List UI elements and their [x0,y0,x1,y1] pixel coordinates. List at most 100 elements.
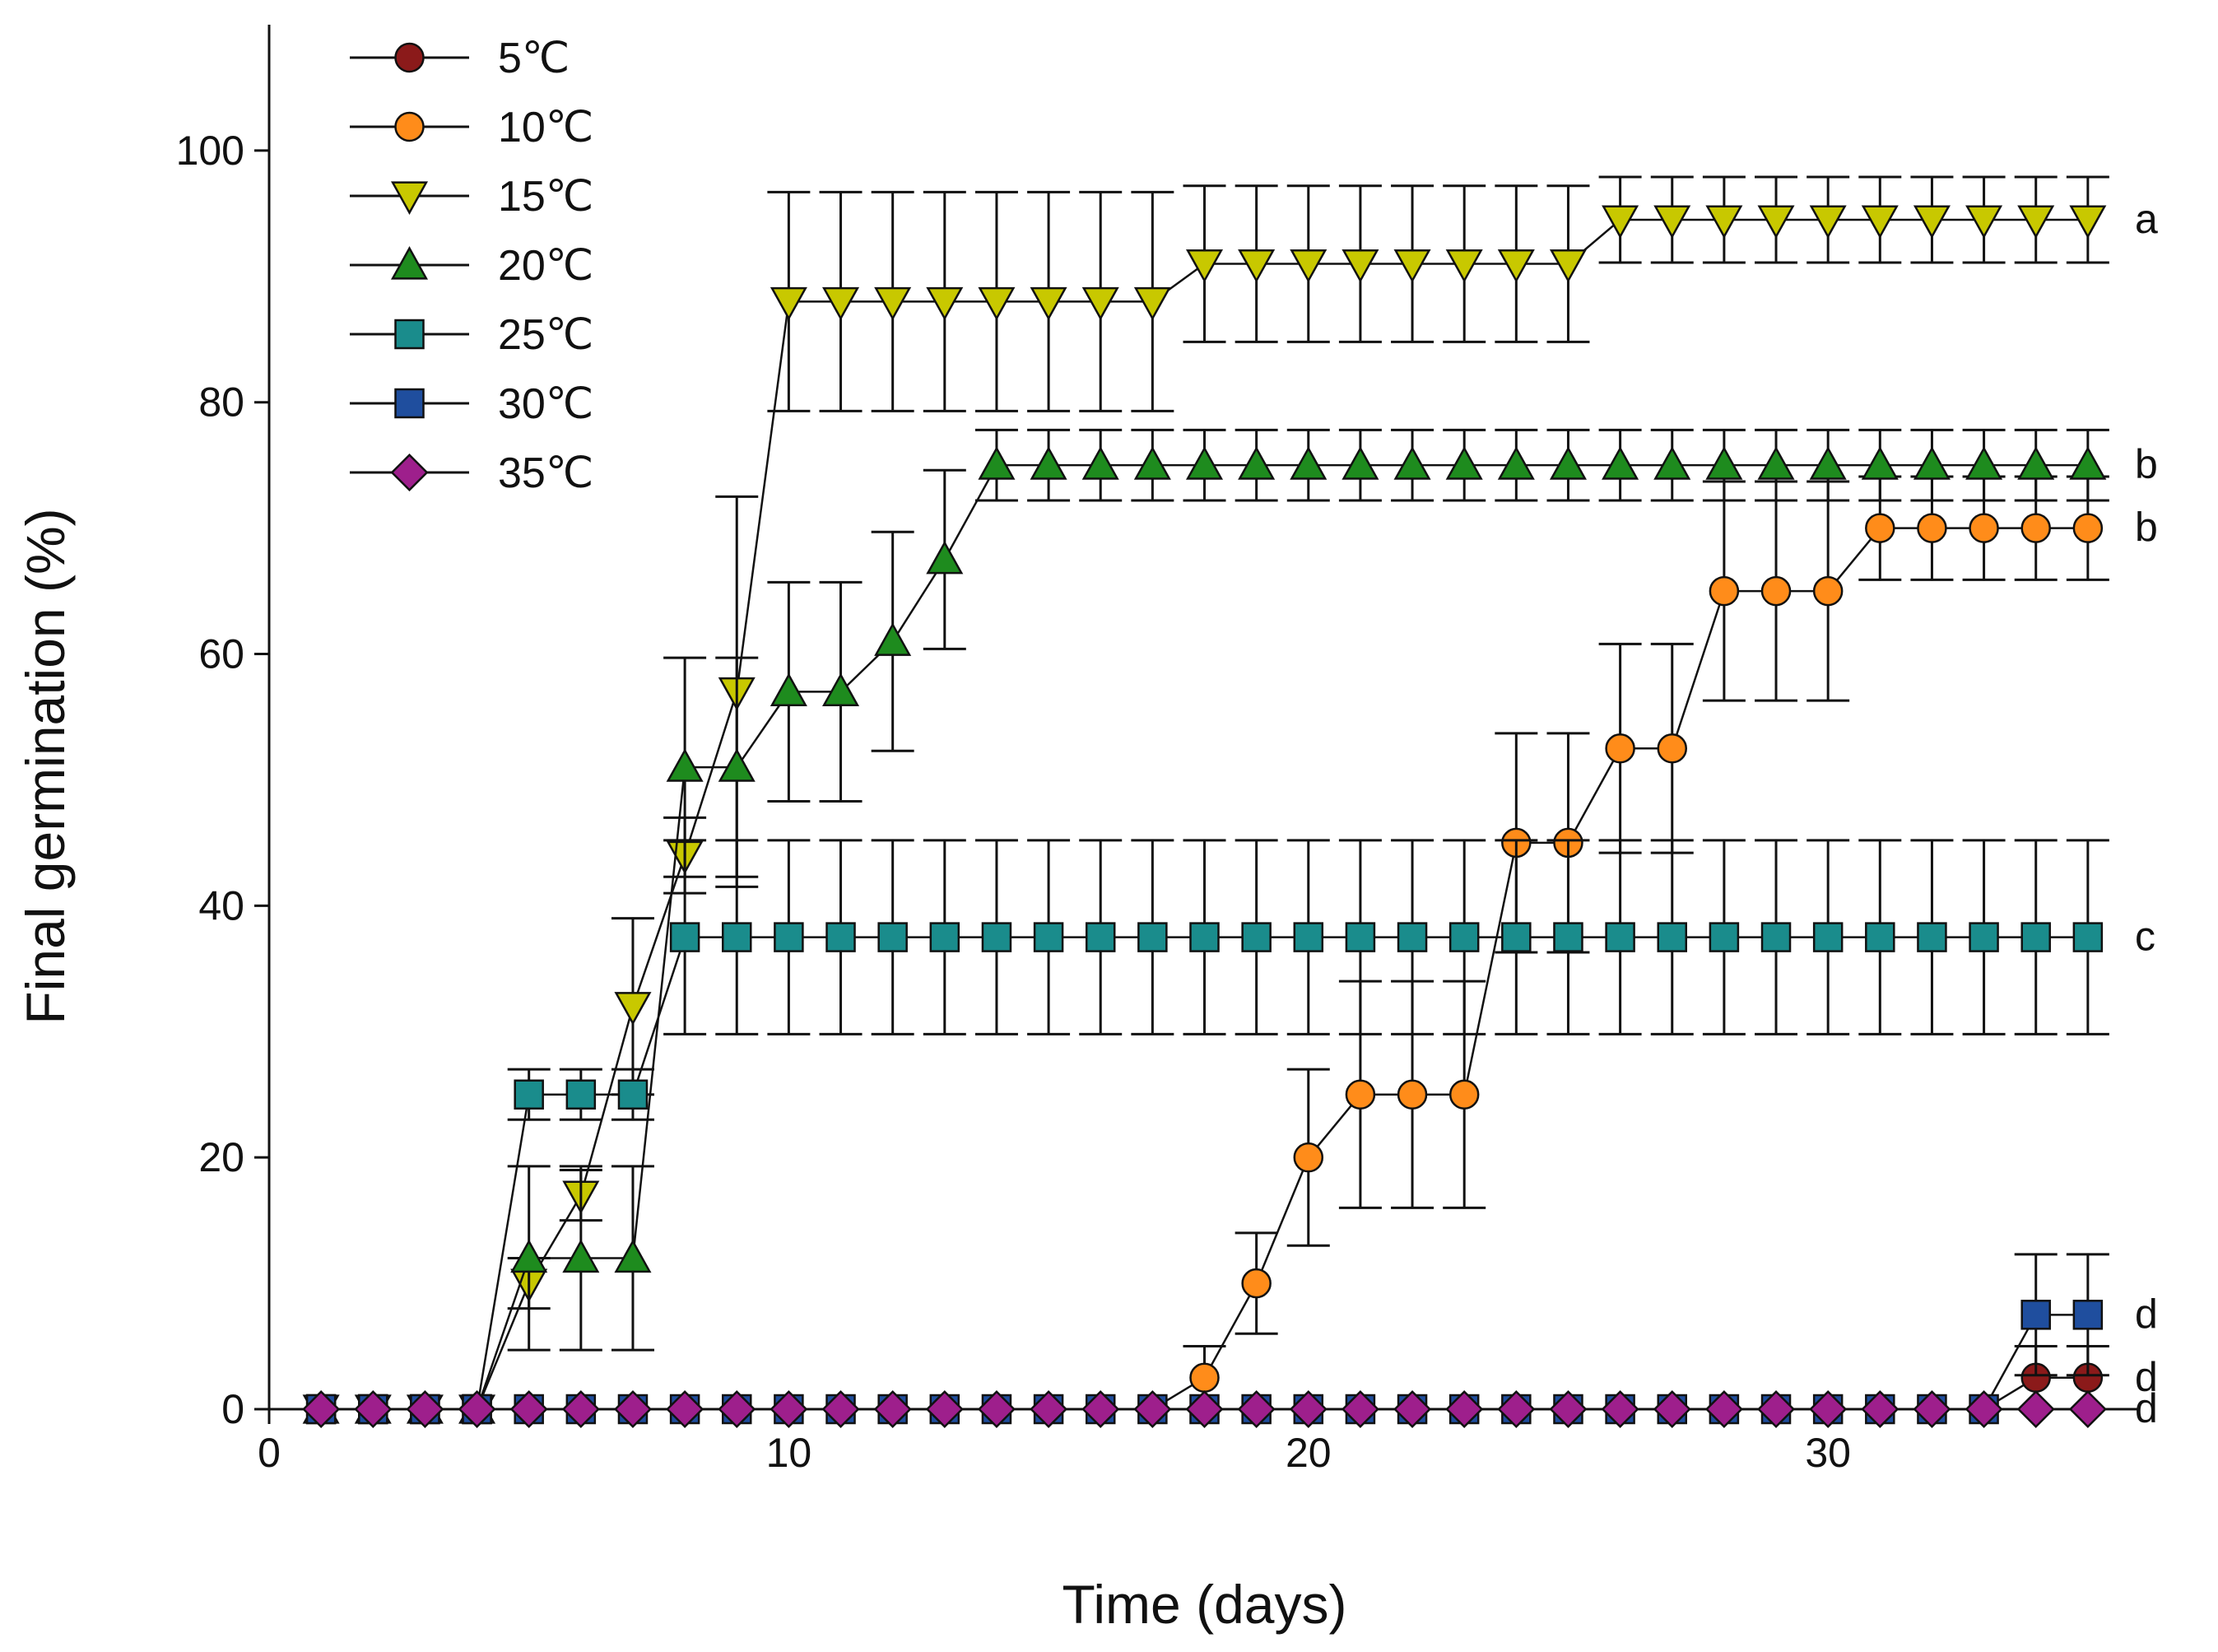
data-point [770,672,807,706]
data-point [510,1239,548,1273]
data-point [613,1389,652,1429]
data-point [1965,205,2003,239]
data-point [1917,513,1947,543]
series-3 [302,428,2109,1424]
data-point [1397,1079,1428,1110]
legend-marker [394,42,425,73]
data-point [2072,1300,2104,1330]
data-point [1081,446,1119,480]
data-point [1290,249,1328,283]
axes: 0 10 20 30 0 20 40 60 80 100 [176,25,2140,1476]
data-point [1657,733,1687,764]
data-point [977,1389,1016,1429]
data-point [981,922,1012,952]
data-point [1965,1389,2003,1429]
data-point [1709,922,1740,952]
data-point [1341,249,1379,283]
data-point [1345,922,1376,952]
data-point [1030,1389,1068,1429]
data-point [874,622,912,656]
data-point [1030,286,1067,321]
data-point [1238,249,1276,283]
data-point [514,1079,544,1110]
data-point [1653,446,1691,480]
data-point [1553,922,1583,952]
data-point [1133,1389,1172,1429]
data-point [1760,575,1792,607]
data-point [978,286,1016,321]
y-tick-label: 0 [221,1386,244,1432]
data-point [1341,446,1379,480]
data-point [2020,513,2051,543]
data-point [1657,922,1687,952]
data-point [718,1389,756,1429]
data-point [1341,1389,1379,1429]
data-point [1809,205,1847,239]
data-point [1397,922,1428,952]
series-4 [305,839,2109,1425]
data-point [1085,922,1116,952]
data-point [1497,446,1535,480]
data-point [822,672,860,706]
legend-marker [394,388,425,419]
data-point [1393,249,1431,283]
data-point [666,748,704,782]
data-point [770,1389,808,1429]
data-point [1709,575,1740,607]
data-point [406,1389,444,1429]
data-point [2072,513,2104,543]
data-point [1965,446,2003,480]
data-point [1030,446,1067,480]
data-point [1033,922,1064,952]
data-point [978,446,1016,480]
data-point [1865,922,1895,952]
data-point [1861,205,1899,239]
significance-letter: a [2135,196,2158,242]
data-point [770,286,807,321]
data-point [1237,1389,1276,1429]
data-point [926,540,964,575]
data-point [2020,1300,2051,1330]
significance-letter: d [2135,1291,2158,1337]
data-point [1653,205,1691,239]
data-point [1704,1389,1743,1429]
data-point [1501,922,1532,952]
data-point [1185,1389,1224,1429]
legend-item: 30℃ [350,380,593,428]
legend-marker [390,246,429,280]
y-tick-label: 40 [198,882,244,928]
data-point [1605,733,1635,764]
data-point [1497,249,1535,283]
data-point [1185,249,1224,283]
legend-marker [390,181,429,215]
data-point [1133,446,1171,480]
data-point [1705,446,1743,480]
data-point [1081,1389,1120,1429]
data-point [825,922,856,952]
data-point [926,286,964,321]
legend-item: 20℃ [350,242,593,290]
data-point [1809,446,1847,480]
data-point [1293,1142,1324,1173]
data-point [614,1239,652,1273]
y-axis-title: Final germination (%) [15,508,76,1024]
data-point [302,1389,341,1429]
legend-marker [390,453,429,492]
data-point [2017,446,2055,480]
legend-label: 15℃ [498,173,593,221]
data-point [1238,446,1276,480]
data-point [1812,922,1844,952]
x-tick-label: 20 [1286,1430,1332,1476]
data-point [1293,922,1324,952]
data-point [929,922,960,952]
data-point [2016,1389,2055,1429]
series-2 [302,175,2109,1428]
data-point [822,286,860,321]
data-point [1289,1389,1328,1429]
legend-label: 5℃ [498,35,570,82]
data-point [1653,1389,1691,1429]
data-point [1809,1389,1848,1429]
data-point [2020,922,2051,952]
data-point [509,1389,548,1429]
